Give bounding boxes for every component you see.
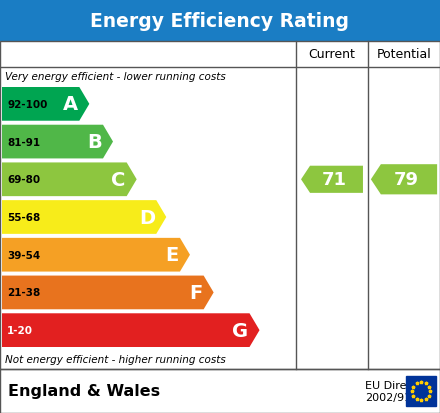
Polygon shape <box>301 166 363 193</box>
Polygon shape <box>371 165 437 195</box>
Text: F: F <box>189 283 203 302</box>
Text: 79: 79 <box>394 171 419 189</box>
Text: Energy Efficiency Rating: Energy Efficiency Rating <box>91 12 349 31</box>
Text: B: B <box>87 133 102 152</box>
Text: G: G <box>232 321 249 340</box>
Text: 21-38: 21-38 <box>7 288 40 298</box>
Text: Very energy efficient - lower running costs: Very energy efficient - lower running co… <box>5 72 226 82</box>
Polygon shape <box>2 313 260 347</box>
Bar <box>0 369 440 413</box>
Text: Not energy efficient - higher running costs: Not energy efficient - higher running co… <box>5 354 226 364</box>
Text: England & Wales: England & Wales <box>8 384 160 399</box>
Text: Current: Current <box>308 48 356 62</box>
Text: 69-80: 69-80 <box>7 175 40 185</box>
Text: 1-20: 1-20 <box>7 325 33 335</box>
Text: 71: 71 <box>322 171 347 189</box>
Polygon shape <box>2 88 89 121</box>
Text: 81-91: 81-91 <box>7 137 40 147</box>
Text: D: D <box>139 208 155 227</box>
Text: 55-68: 55-68 <box>7 212 40 223</box>
Bar <box>406 376 436 406</box>
Text: A: A <box>63 95 78 114</box>
Text: Potential: Potential <box>377 48 431 62</box>
Polygon shape <box>2 238 190 272</box>
Text: C: C <box>111 171 126 189</box>
Text: 39-54: 39-54 <box>7 250 40 260</box>
Text: E: E <box>166 246 179 265</box>
Polygon shape <box>2 163 137 197</box>
Polygon shape <box>2 126 113 159</box>
Bar <box>0 42 440 369</box>
Text: 92-100: 92-100 <box>7 100 48 109</box>
Text: EU Directive: EU Directive <box>365 380 434 390</box>
Polygon shape <box>2 276 214 309</box>
Text: 2002/91/EC: 2002/91/EC <box>365 392 429 402</box>
Bar <box>0 0 440 42</box>
Bar <box>0 369 440 413</box>
Bar <box>0 42 440 369</box>
Polygon shape <box>2 201 166 234</box>
